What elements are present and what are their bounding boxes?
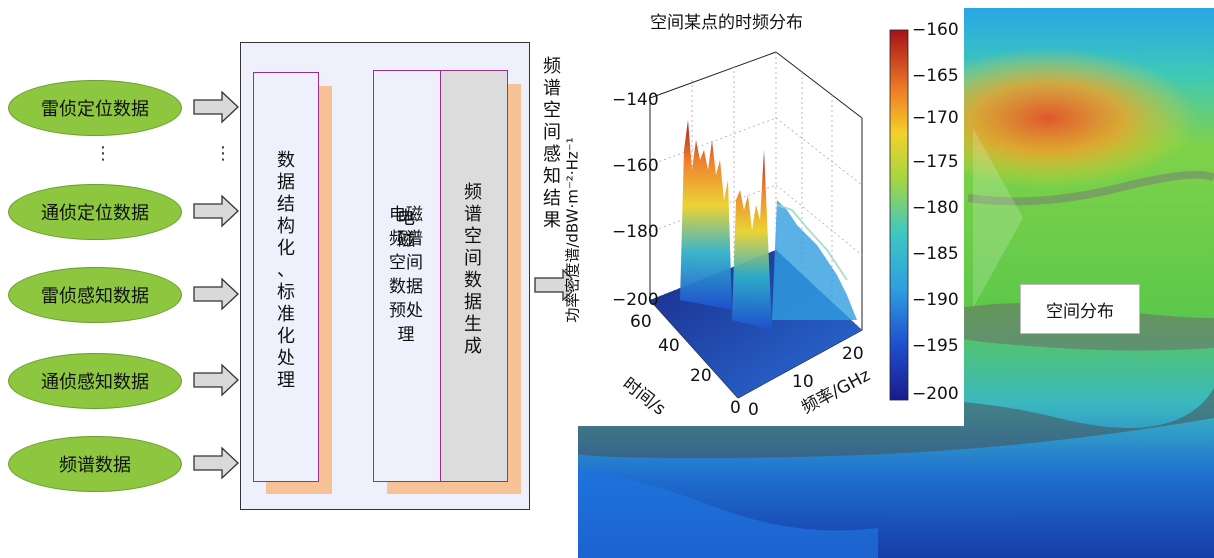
plot-title: 空间某点的时频分布 — [650, 13, 803, 33]
stage3-label: 频谱空间数据生成 — [464, 182, 482, 357]
colorbar-tick: −190 — [912, 290, 959, 310]
svg-text:预处: 预处 — [389, 301, 423, 321]
time-tick: 0 — [730, 398, 741, 418]
stage2-label: 电磁 — [397, 208, 415, 251]
input-comm-location: 通侦定位数据 — [8, 184, 182, 240]
arrow-icon — [193, 364, 239, 396]
input-spectrum: 频谱数据 — [8, 436, 182, 492]
time-tick: 60 — [630, 312, 652, 332]
time-tick: 20 — [690, 366, 712, 386]
svg-text:电磁: 电磁 — [389, 205, 423, 225]
svg-text:数据: 数据 — [389, 277, 423, 297]
map-label: 空间分布 — [1046, 301, 1114, 322]
svg-text:空间: 空间 — [389, 253, 423, 273]
colorbar-tick: −170 — [912, 108, 959, 128]
z-tick: −180 — [612, 222, 659, 242]
spectrum-plot — [572, 0, 964, 426]
colorbar-tick: −195 — [912, 336, 959, 356]
colorbar-tick: −200 — [912, 384, 959, 404]
colorbar-tick: −165 — [912, 66, 959, 86]
time-tick: 40 — [658, 336, 680, 356]
z-axis-label: 功率密度谱/dBW·m⁻²·Hz⁻¹ — [563, 137, 582, 323]
input-radar-sensing: 雷侦感知数据 — [8, 267, 182, 323]
arrow-icon — [193, 195, 239, 227]
freq-tick: 10 — [792, 372, 814, 392]
stage1-panel — [253, 72, 319, 482]
output-label: 频谱空间感知结果 — [543, 56, 561, 231]
z-tick: −160 — [612, 156, 659, 176]
ellipsis-dots: ⋮ — [94, 143, 112, 164]
input-comm-sensing: 通侦感知数据 — [8, 353, 182, 409]
stage2-text: 电磁 频谱 空间 数据 预处 理 — [389, 205, 423, 345]
ellipsis-dots: ⋮ — [214, 143, 232, 164]
freq-tick: 20 — [842, 344, 864, 364]
colorbar-tick: −180 — [912, 198, 959, 218]
freq-tick: 0 — [748, 400, 759, 420]
stage3-panel — [440, 70, 508, 482]
colorbar-tick: −185 — [912, 244, 959, 264]
arrow-icon — [193, 91, 239, 123]
stage1-label: 数据结构化、标准化处理 — [277, 150, 295, 391]
z-tick: −200 — [612, 290, 659, 310]
z-tick: −140 — [612, 90, 659, 110]
arrow-icon — [193, 447, 239, 479]
map-label-box: 空间分布 — [1020, 284, 1140, 334]
input-radar-location: 雷侦定位数据 — [8, 80, 182, 136]
stage2-panel — [373, 70, 441, 482]
svg-text:理: 理 — [398, 325, 415, 345]
arrow-icon — [193, 278, 239, 310]
colorbar-tick: −175 — [912, 152, 959, 172]
svg-text:频谱: 频谱 — [389, 229, 423, 249]
colorbar-tick: −160 — [912, 20, 959, 40]
